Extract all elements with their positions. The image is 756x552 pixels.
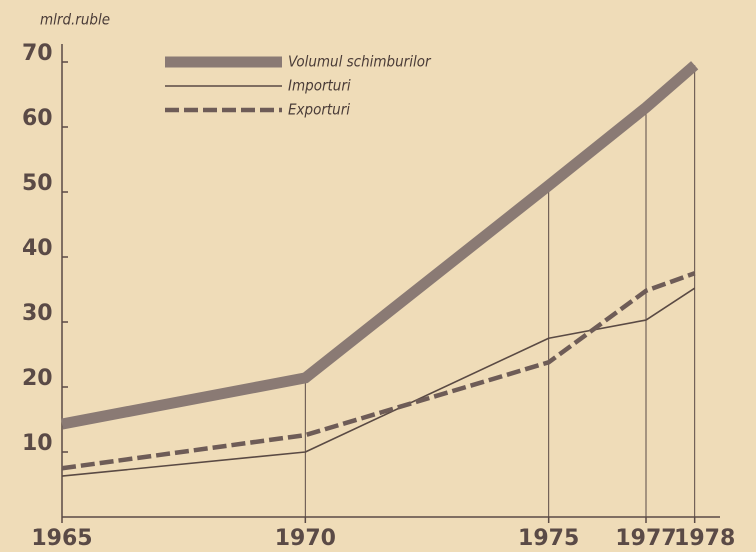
legend-label: Exporturi (288, 101, 350, 119)
x-tick-label: 1977 (615, 526, 676, 551)
y-tick-label: 10 (22, 431, 53, 456)
y-axis-label: mlrd.ruble (40, 11, 110, 29)
y-tick-label: 70 (22, 41, 53, 66)
y-tick-label: 20 (22, 366, 53, 391)
x-tick-label: 1975 (518, 526, 579, 551)
x-tick-label: 1965 (31, 526, 92, 551)
x-tick-label: 1970 (275, 526, 336, 551)
series-line (61, 271, 696, 471)
series-line (60, 61, 699, 430)
x-tick-label: 1978 (674, 526, 735, 551)
legend-label: Volumul schimburilor (288, 53, 432, 71)
y-tick-label: 30 (22, 301, 53, 326)
series-line (61, 287, 696, 477)
y-tick-label: 60 (22, 106, 53, 131)
legend-label: Importuri (288, 77, 351, 95)
y-tick-label: 50 (22, 171, 53, 196)
y-tick-label: 40 (22, 236, 53, 261)
